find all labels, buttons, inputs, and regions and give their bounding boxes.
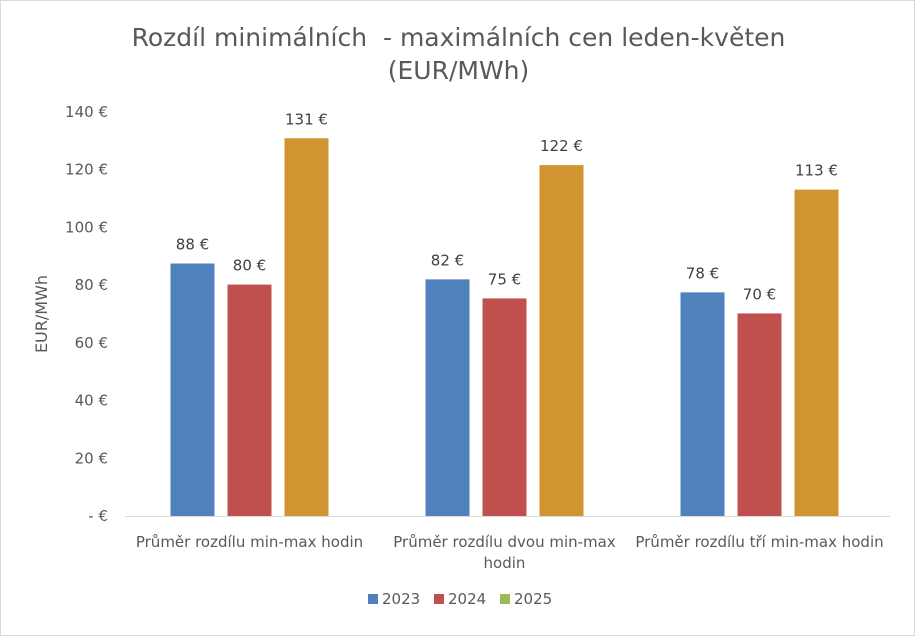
data-label-2025: 122 € (540, 137, 583, 155)
x-category-label: Průměr rozdílu min-max hodin (136, 533, 363, 551)
chart-title-line-1: Rozdíl minimálních - maximálních cen led… (131, 23, 786, 52)
bar-2023 (680, 292, 725, 516)
legend-label-2023: 2023 (382, 590, 420, 608)
legend-swatch-2025 (500, 594, 510, 604)
data-label-2024: 80 € (233, 257, 266, 275)
bar-2024 (737, 313, 782, 516)
data-label-2023: 78 € (686, 264, 719, 282)
x-category-label: Průměr rozdílu tří min-max hodin (635, 533, 883, 551)
bar-2023 (425, 279, 470, 516)
bar-2024 (227, 284, 272, 516)
bar-2025 (539, 165, 584, 516)
data-label-2025: 131 € (285, 110, 328, 128)
x-category-label: hodin (484, 554, 526, 572)
legend-swatch-2024 (434, 594, 444, 604)
y-tick-label: 20 € (75, 449, 108, 467)
y-tick-label: 80 € (75, 276, 108, 294)
y-axis-label: EUR/MWh (32, 275, 51, 353)
y-tick-label: 120 € (65, 161, 108, 179)
bar-2024 (482, 298, 527, 516)
bar-2025 (284, 138, 329, 516)
data-label-2024: 75 € (488, 270, 521, 288)
y-tick-label: 100 € (65, 218, 108, 236)
data-label-2024: 70 € (743, 285, 776, 303)
legend-swatch-2023 (368, 594, 378, 604)
bar-2025 (794, 189, 839, 516)
y-tick-label: 60 € (75, 334, 108, 352)
y-tick-label: - € (88, 507, 108, 525)
data-label-2025: 113 € (795, 162, 838, 180)
chart-title: Rozdíl minimálních - maximálních cen led… (1, 21, 915, 87)
chart-title-line-2: (EUR/MWh) (387, 56, 530, 85)
x-category-label: Průměr rozdílu dvou min-max (393, 533, 616, 551)
legend-label-2024: 2024 (448, 590, 486, 608)
legend-label-2025: 2025 (514, 590, 552, 608)
data-label-2023: 82 € (431, 251, 464, 269)
y-tick-label: 140 € (65, 103, 108, 121)
y-tick-label: 40 € (75, 392, 108, 410)
data-label-2023: 88 € (176, 236, 209, 254)
bar-2023 (170, 263, 215, 516)
